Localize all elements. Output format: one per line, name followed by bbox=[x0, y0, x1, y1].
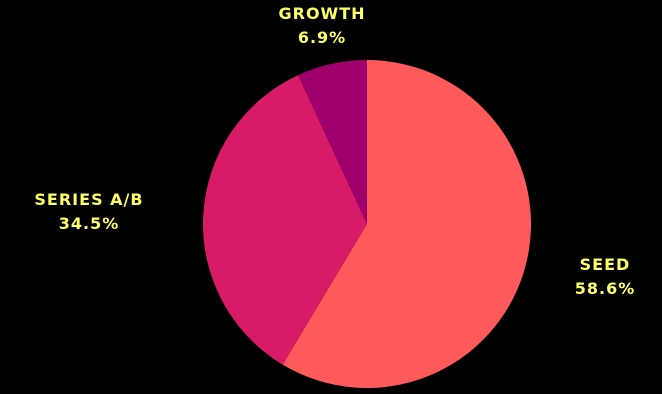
pie-slice-growth bbox=[298, 60, 367, 224]
slice-label-seed: SEED bbox=[580, 255, 631, 274]
slice-label-series-a-b: SERIES A/B bbox=[34, 190, 143, 209]
slice-percent-growth: 6.9% bbox=[298, 28, 346, 47]
slice-label-growth: GROWTH bbox=[278, 4, 365, 23]
slice-percent-seed: 58.6% bbox=[575, 279, 636, 298]
slice-percent-series-a-b: 34.5% bbox=[59, 214, 120, 233]
labels-layer: SEED 58.6% SERIES A/B 34.5% GROWTH 6.9% bbox=[34, 4, 636, 298]
pie-slice-series-a-b bbox=[203, 75, 367, 365]
pie-slice-seed bbox=[282, 60, 532, 388]
slices-layer bbox=[203, 60, 532, 388]
